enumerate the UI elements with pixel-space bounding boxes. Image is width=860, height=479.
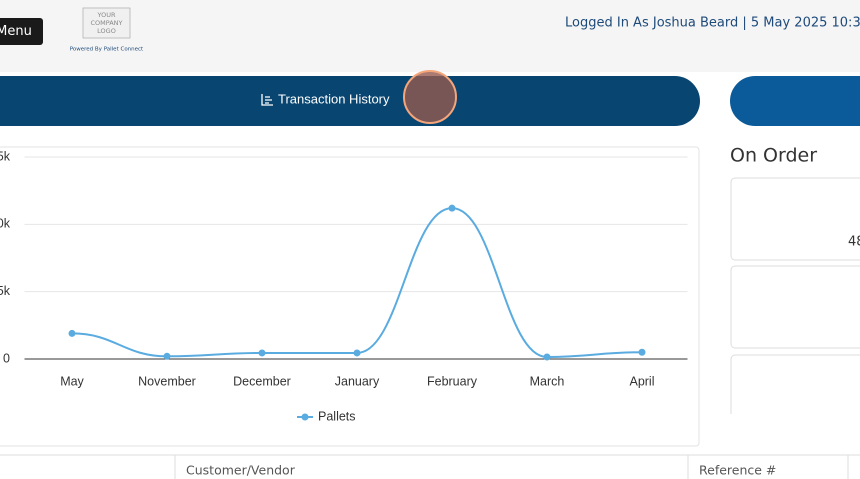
logo-text: LOGO bbox=[97, 27, 116, 35]
y-tick-label: 0 bbox=[3, 351, 10, 365]
point bbox=[638, 348, 646, 356]
y-tick-label: 15k bbox=[0, 149, 11, 163]
card-value: 48 bbox=[848, 235, 860, 250]
x-tick-label: January bbox=[335, 374, 380, 388]
point bbox=[353, 349, 361, 357]
x-tick-label: March bbox=[530, 374, 565, 388]
point bbox=[448, 204, 456, 212]
point bbox=[543, 353, 551, 361]
legend-label: Pallets bbox=[318, 409, 356, 423]
card bbox=[730, 177, 860, 261]
point bbox=[258, 349, 266, 357]
y-tick-label: 5k bbox=[0, 284, 11, 298]
user-info: Logged In As Joshua Beard | 5 May 2025 1… bbox=[565, 16, 860, 31]
tab-button[interactable] bbox=[730, 76, 860, 126]
card bbox=[730, 265, 860, 349]
x-tick-label: February bbox=[427, 374, 478, 388]
menu-label: Menu bbox=[0, 24, 32, 39]
column-header: Customer/Vendor bbox=[186, 463, 296, 478]
point bbox=[163, 352, 171, 360]
chart: 0 5k 10k 15k May November December January Febru… bbox=[0, 149, 688, 423]
x-tick-label: April bbox=[629, 374, 654, 388]
logo-box bbox=[82, 7, 131, 39]
cursor-indicator bbox=[403, 70, 457, 124]
logo-text: YOUR bbox=[96, 11, 115, 19]
logo-text: COMPANY bbox=[90, 19, 122, 27]
menu-button[interactable] bbox=[0, 18, 43, 45]
y-tick-label: 10k bbox=[0, 217, 11, 231]
column-header: Reference # bbox=[699, 463, 776, 478]
card-mask bbox=[720, 414, 860, 454]
chart-card bbox=[0, 146, 700, 447]
point bbox=[68, 329, 76, 337]
chart-icon bbox=[261, 94, 273, 106]
powered-by: Powered By Pallet Connect bbox=[70, 47, 144, 53]
tab-button[interactable] bbox=[0, 76, 700, 126]
x-tick-label: December bbox=[233, 374, 291, 388]
x-tick-label: November bbox=[138, 374, 196, 388]
header-bar bbox=[0, 0, 860, 72]
tab-label: Transaction History bbox=[278, 91, 390, 106]
legend-swatch bbox=[301, 413, 309, 421]
x-tick-label: May bbox=[60, 374, 84, 388]
side-title: On Order bbox=[730, 145, 817, 167]
